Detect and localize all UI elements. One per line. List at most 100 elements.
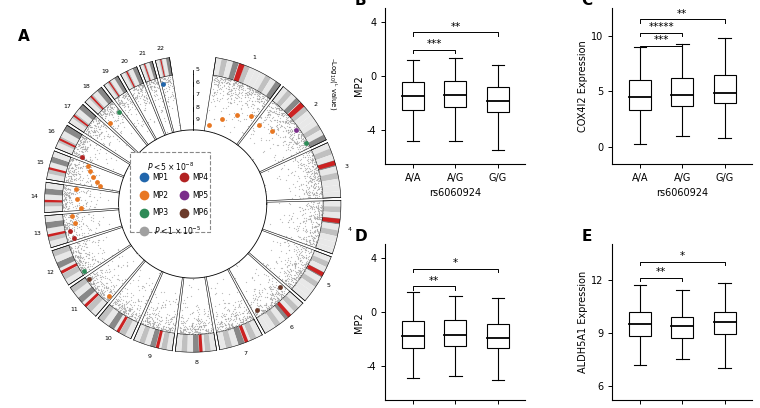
Text: 22: 22 [157, 46, 164, 51]
Point [293, 182, 306, 189]
Point [119, 276, 131, 282]
Point [66, 164, 78, 171]
Point [97, 123, 109, 130]
Point [116, 302, 128, 308]
Point [308, 182, 320, 189]
Point [86, 256, 98, 262]
Point [110, 306, 122, 313]
Point [302, 143, 315, 150]
Point [83, 128, 95, 135]
Point [100, 294, 112, 301]
Point [113, 100, 125, 106]
Point [214, 328, 226, 334]
Point [91, 283, 103, 290]
Point [64, 235, 76, 242]
Point [281, 119, 293, 126]
Point [307, 201, 319, 208]
Point [173, 122, 185, 128]
Point [60, 191, 72, 198]
Point [180, 318, 192, 324]
Point [228, 81, 240, 87]
Point [291, 215, 303, 221]
Point [233, 84, 245, 91]
Point [253, 122, 265, 129]
Point [161, 311, 173, 317]
Point [86, 273, 98, 279]
Point [73, 171, 85, 177]
Point [312, 221, 325, 228]
Point [186, 322, 198, 328]
Point [214, 319, 226, 326]
Point [277, 113, 289, 119]
Point [211, 320, 223, 327]
Bar [402, 322, 424, 348]
Point [315, 225, 327, 232]
Point [63, 197, 75, 204]
Point [122, 261, 134, 268]
Point [78, 180, 90, 187]
Point [65, 172, 77, 179]
Point [179, 330, 191, 337]
Point [230, 312, 242, 318]
Point [74, 266, 87, 273]
Point [103, 139, 116, 146]
Point [125, 290, 137, 297]
Point [123, 306, 135, 313]
Point [151, 309, 163, 316]
Point [67, 249, 79, 256]
Point [272, 290, 284, 297]
Point [306, 253, 318, 259]
Point [107, 282, 119, 288]
Point [98, 291, 110, 298]
Point [254, 280, 266, 287]
Point [60, 196, 72, 203]
Point [286, 118, 298, 125]
Text: 7: 7 [195, 92, 200, 98]
Point [135, 298, 147, 305]
Point [249, 88, 261, 95]
Point [163, 298, 176, 304]
Point [311, 174, 323, 181]
Point [97, 109, 109, 115]
Point [142, 319, 154, 325]
Point [311, 238, 323, 244]
Point [203, 106, 215, 113]
Polygon shape [319, 166, 337, 176]
Point [117, 308, 129, 315]
Polygon shape [109, 311, 123, 330]
Point [306, 175, 318, 182]
Point [72, 146, 84, 152]
Point [63, 220, 75, 226]
Point [71, 211, 83, 218]
Point [258, 117, 271, 123]
Point [163, 327, 176, 333]
Point [168, 328, 180, 335]
Point [63, 162, 75, 169]
Point [255, 98, 267, 104]
Point [239, 288, 252, 294]
Point [246, 101, 258, 107]
Point [69, 152, 81, 158]
Point [305, 204, 317, 211]
Point [69, 235, 81, 242]
Point [237, 86, 249, 93]
Point [293, 195, 306, 202]
Point [59, 196, 71, 202]
Point [103, 268, 115, 275]
Point [245, 91, 257, 98]
Point [255, 96, 267, 102]
Point [147, 80, 159, 86]
Point [295, 133, 307, 139]
Point [80, 190, 92, 197]
Point [97, 295, 109, 302]
Point [243, 90, 255, 96]
Point [188, 323, 201, 329]
Point [282, 116, 294, 123]
Point [261, 98, 273, 104]
Point [307, 237, 319, 244]
Point [272, 158, 284, 164]
Point [294, 129, 306, 136]
Point [207, 77, 220, 83]
Point [305, 217, 317, 223]
Point [227, 322, 239, 329]
